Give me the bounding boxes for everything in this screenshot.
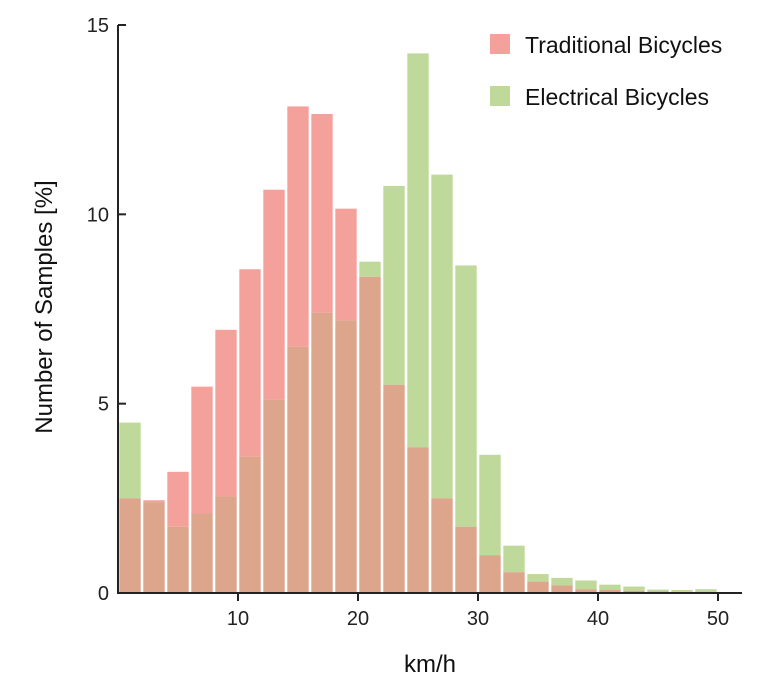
bar-overlap-37 [551,585,573,593]
legend-label-electrical: Electrical Bicycles [525,84,709,110]
bar-electrical-47 [671,589,693,592]
bar-overlap-31 [479,555,501,593]
x-tick-label-10: 10 [227,608,249,630]
bar-overlap-27 [431,498,453,593]
x-tick-label-30: 30 [467,608,489,630]
x-tick-label-40: 40 [587,608,609,630]
bar-overlap-21 [359,276,381,593]
bars-layer [119,53,717,593]
bar-traditional-15 [287,106,309,347]
bar-overlap-13 [263,399,285,593]
bar-electrical-1 [119,422,141,499]
bar-electrical-43 [623,586,645,591]
bar-overlap-29 [455,526,477,593]
bar-electrical-29 [455,265,477,527]
bar-electrical-37 [551,577,573,586]
bar-overlap-19 [335,320,357,593]
bar-overlap-7 [191,513,213,593]
x-axis-title: km/h [404,651,456,678]
bar-overlap-25 [407,447,429,593]
bar-overlap-41 [599,589,621,593]
y-tick-label-0: 0 [98,583,109,605]
bar-traditional-17 [311,113,333,313]
bar-overlap-5 [167,526,189,593]
bar-overlap-15 [287,346,309,593]
bar-overlap-35 [527,581,549,593]
bar-traditional-5 [167,471,189,527]
legend: Traditional Bicycles Electrical Bicycles [490,32,722,110]
bar-electrical-41 [599,584,621,590]
bar-traditional-7 [191,386,213,514]
bar-overlap-11 [239,456,261,593]
legend-swatch-electrical [490,86,510,106]
y-tick-label-15: 15 [87,15,109,37]
bar-electrical-21 [359,261,381,277]
legend-label-traditional: Traditional Bicycles [525,32,722,58]
bar-electrical-23 [383,185,405,385]
bar-overlap-39 [575,589,597,593]
bar-electrical-35 [527,574,549,582]
legend-swatch-traditional [490,34,510,54]
bar-overlap-33 [503,572,525,593]
ticks-layer: 0 5 10 15 10 20 30 40 50 [87,15,729,630]
bar-overlap-17 [311,312,333,593]
axes-layer [117,25,742,594]
bar-electrical-49 [695,589,717,593]
x-tick-label-20: 20 [347,608,369,630]
bar-overlap-3 [143,502,165,593]
bar-electrical-33 [503,545,525,573]
bar-electrical-39 [575,580,597,590]
y-tick-label-10: 10 [87,204,109,226]
y-tick-label-5: 5 [98,394,109,416]
bar-electrical-31 [479,454,501,556]
bar-traditional-9 [215,329,237,497]
y-axis-title: Number of Samples [%] [31,180,58,433]
bar-electrical-25 [407,53,429,448]
bar-overlap-43 [623,590,645,593]
bar-overlap-23 [383,384,405,593]
bar-overlap-1 [119,498,141,593]
x-tick-label-50: 50 [707,608,729,630]
bar-traditional-11 [239,269,261,457]
bar-traditional-3 [143,500,165,503]
bar-electrical-27 [431,174,453,499]
bar-traditional-13 [263,189,285,400]
bar-traditional-19 [335,208,357,321]
bar-electrical-45 [647,589,669,592]
bar-overlap-9 [215,496,237,593]
